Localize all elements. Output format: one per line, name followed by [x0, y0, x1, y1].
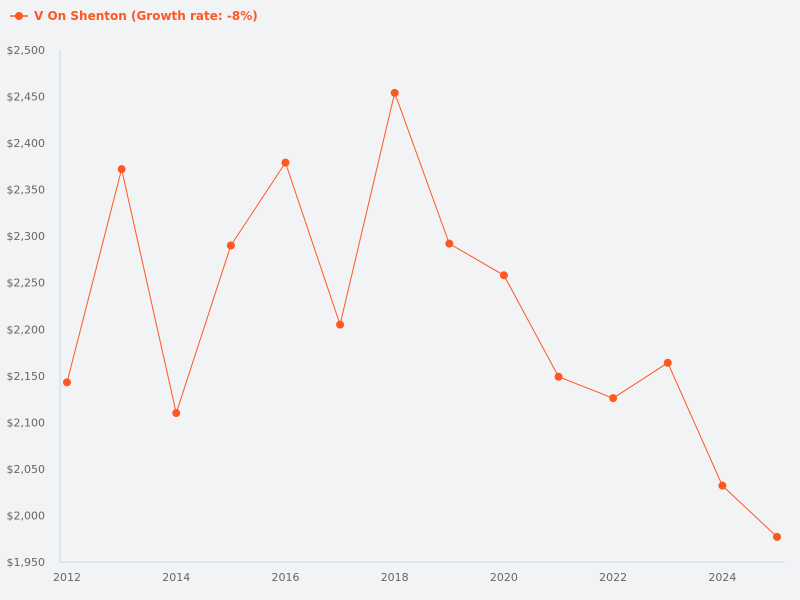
data-point: [117, 165, 126, 174]
y-tick-label: $2,350: [7, 184, 46, 197]
y-tick-label: $2,000: [7, 509, 46, 522]
y-tick-label: $2,050: [7, 463, 46, 476]
x-tick-label: 2022: [599, 571, 627, 584]
y-tick-label: $2,400: [7, 137, 46, 150]
x-tick-label: 2024: [708, 571, 736, 584]
y-tick-label: $2,200: [7, 323, 46, 336]
data-point: [663, 358, 672, 367]
y-tick-label: $2,100: [7, 416, 46, 429]
data-point: [281, 158, 290, 167]
y-tick-label: $2,300: [7, 230, 46, 243]
data-point: [336, 320, 345, 329]
y-tick-label: $2,250: [7, 277, 46, 290]
data-point: [773, 532, 781, 541]
data-point: [718, 481, 727, 490]
data-point: [390, 88, 399, 97]
data-point: [226, 241, 235, 250]
y-tick-label: $2,150: [7, 370, 46, 383]
legend-item[interactable]: V On Shenton (Growth rate: -8%): [10, 9, 258, 23]
legend-marker-icon: [10, 12, 28, 20]
data-point: [172, 409, 181, 418]
data-point: [499, 271, 508, 280]
data-point: [445, 239, 454, 248]
x-tick-label: 2016: [271, 571, 299, 584]
x-tick-label: 2018: [381, 571, 409, 584]
y-tick-label: $2,500: [7, 44, 46, 57]
data-point: [63, 378, 71, 387]
legend-label: V On Shenton (Growth rate: -8%): [34, 9, 258, 23]
data-point: [609, 394, 618, 403]
x-tick-label: 2014: [162, 571, 190, 584]
y-tick-label: $1,950: [7, 556, 46, 569]
series-line: [66, 91, 778, 538]
x-tick-label: 2020: [490, 571, 518, 584]
y-tick-label: $2,450: [7, 91, 46, 104]
x-tick-label: 2012: [53, 571, 81, 584]
data-point: [554, 372, 563, 381]
